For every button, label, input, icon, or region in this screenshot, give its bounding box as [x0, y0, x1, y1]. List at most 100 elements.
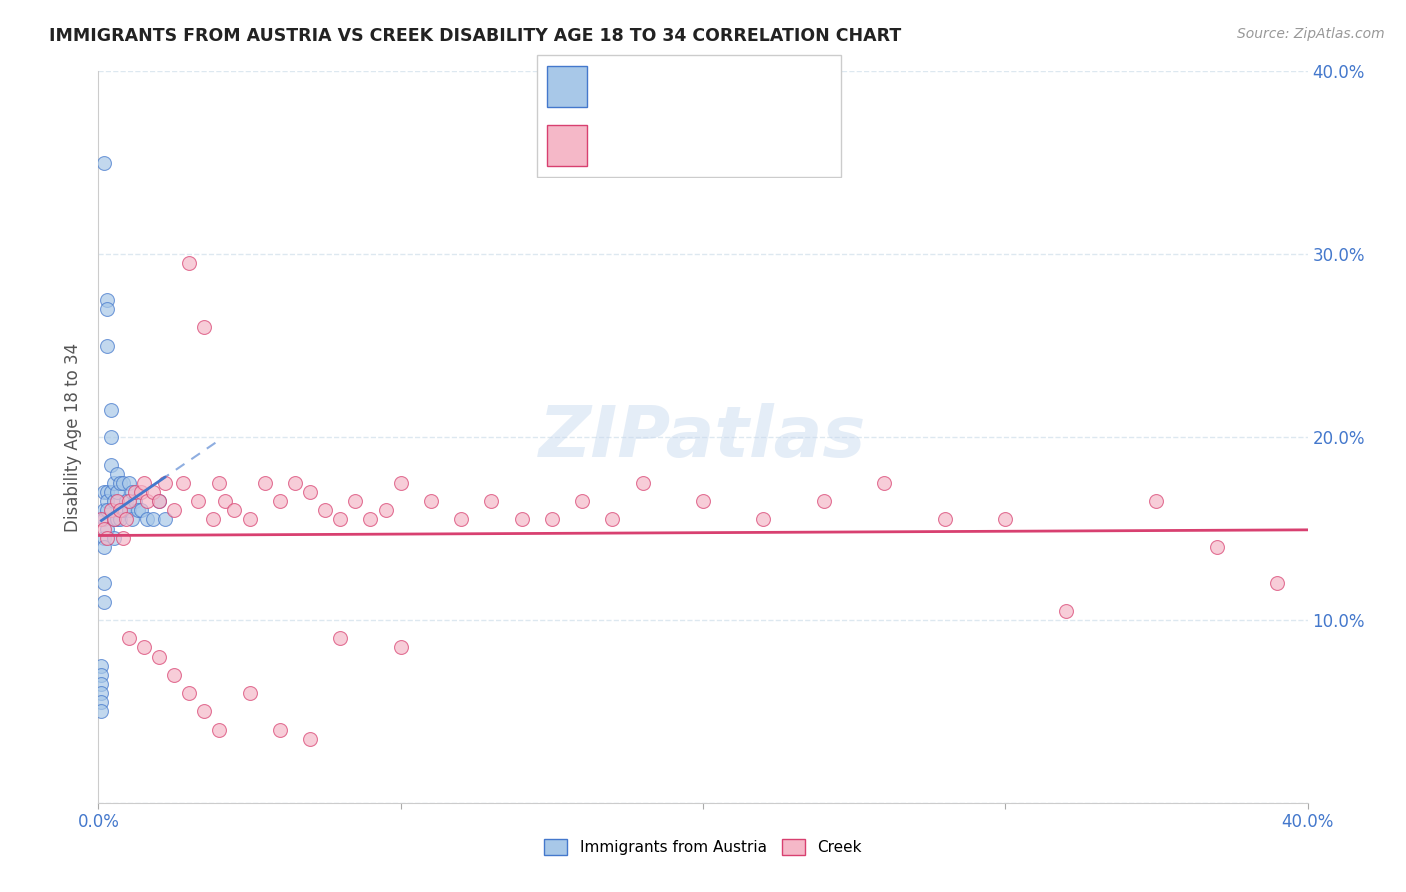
Point — [111, 503, 134, 517]
Point — [299, 731, 322, 746]
Point — [208, 723, 231, 737]
Point — [96, 521, 118, 535]
Point — [127, 503, 149, 517]
Point — [96, 494, 118, 508]
Point — [510, 512, 533, 526]
Point — [239, 512, 262, 526]
Point — [118, 632, 141, 646]
Text: N =: N = — [725, 77, 763, 95]
Point — [224, 503, 246, 517]
Point — [103, 475, 125, 490]
Point — [934, 512, 956, 526]
Point — [571, 494, 593, 508]
Point — [153, 512, 176, 526]
Point — [329, 512, 352, 526]
Point — [93, 540, 115, 554]
Point — [100, 402, 122, 417]
Point — [193, 705, 215, 719]
Point — [214, 494, 236, 508]
Text: 0.224: 0.224 — [645, 136, 699, 153]
Point — [105, 512, 128, 526]
Point — [813, 494, 835, 508]
Point — [631, 475, 654, 490]
Point — [187, 494, 209, 508]
Point — [103, 512, 125, 526]
Point — [96, 301, 118, 317]
Point — [450, 512, 472, 526]
Point — [96, 531, 118, 545]
Bar — [547, 66, 586, 107]
Point — [108, 475, 131, 490]
Point — [103, 494, 125, 508]
Point — [90, 658, 112, 673]
Point — [602, 512, 624, 526]
Point — [93, 594, 115, 608]
Text: 0.419: 0.419 — [645, 77, 699, 95]
Point — [148, 494, 170, 508]
Point — [202, 512, 225, 526]
Text: ZIPatlas: ZIPatlas — [540, 402, 866, 472]
Point — [344, 494, 367, 508]
Point — [179, 686, 201, 700]
Point — [132, 640, 155, 655]
Point — [193, 320, 215, 334]
Point — [153, 475, 176, 490]
Point — [135, 494, 157, 508]
Point — [752, 512, 775, 526]
Point — [121, 485, 143, 500]
Point — [1144, 494, 1167, 508]
Point — [121, 512, 143, 526]
Point — [108, 512, 131, 526]
Point — [105, 467, 128, 481]
Point — [93, 485, 115, 500]
Point — [163, 503, 186, 517]
Point — [90, 677, 112, 691]
Point — [148, 494, 170, 508]
Point — [118, 494, 141, 508]
Point — [299, 485, 322, 500]
Point — [360, 512, 382, 526]
Point — [284, 475, 307, 490]
Text: R =: R = — [599, 77, 636, 95]
Point — [253, 475, 276, 490]
Point — [179, 256, 201, 270]
Text: 67: 67 — [772, 136, 796, 153]
Point — [129, 503, 152, 517]
Point — [93, 521, 115, 535]
Point — [129, 485, 152, 500]
Point — [93, 503, 115, 517]
Point — [100, 430, 122, 444]
Point — [873, 475, 896, 490]
Point — [103, 531, 125, 545]
Point — [148, 649, 170, 664]
Point — [314, 503, 336, 517]
Point — [100, 503, 122, 517]
Point — [100, 485, 122, 500]
Point — [135, 512, 157, 526]
Point — [90, 512, 112, 526]
Text: R =: R = — [599, 136, 636, 153]
Point — [118, 503, 141, 517]
Point — [114, 512, 136, 526]
Point — [124, 494, 146, 508]
Point — [389, 640, 412, 655]
FancyBboxPatch shape — [537, 54, 841, 178]
Point — [142, 485, 165, 500]
Point — [172, 475, 194, 490]
Point — [103, 512, 125, 526]
Point — [1054, 604, 1077, 618]
Point — [93, 512, 115, 526]
Point — [239, 686, 262, 700]
Point — [132, 475, 155, 490]
Point — [90, 667, 112, 681]
Point — [108, 503, 131, 517]
Point — [93, 156, 115, 170]
Point — [389, 475, 412, 490]
Text: N =: N = — [725, 136, 763, 153]
Point — [96, 485, 118, 500]
Text: 48: 48 — [772, 77, 796, 95]
Point — [692, 494, 714, 508]
Point — [481, 494, 503, 508]
Point — [269, 723, 291, 737]
Text: IMMIGRANTS FROM AUSTRIA VS CREEK DISABILITY AGE 18 TO 34 CORRELATION CHART: IMMIGRANTS FROM AUSTRIA VS CREEK DISABIL… — [49, 27, 901, 45]
